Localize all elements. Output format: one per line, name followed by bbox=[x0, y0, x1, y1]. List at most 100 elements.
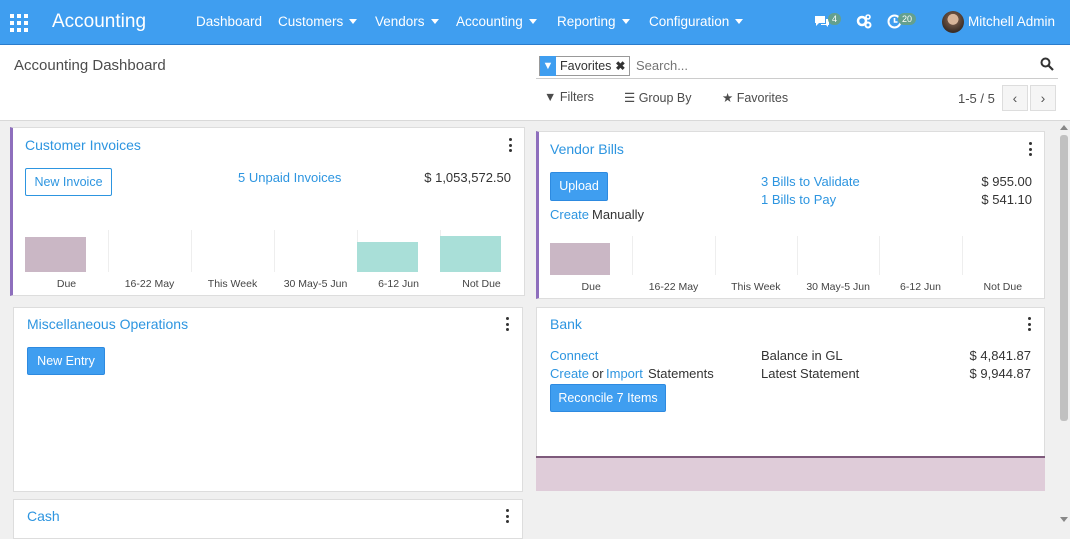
chart-gridline bbox=[632, 236, 634, 275]
gears-icon[interactable] bbox=[856, 14, 872, 30]
chevron-left-icon: ‹ bbox=[1012, 90, 1018, 106]
favorites-button[interactable]: ★ Favorites bbox=[722, 91, 789, 105]
chart-tick-label: Not Due bbox=[462, 278, 501, 290]
caret-down-icon bbox=[621, 19, 630, 24]
chart-tick-label: 6-12 Jun bbox=[900, 281, 941, 293]
chat-icon[interactable] bbox=[814, 14, 830, 28]
breadcrumb: Accounting Dashboard bbox=[14, 57, 166, 74]
list-icon: ☰ bbox=[624, 91, 639, 105]
dropdown-menu-icon[interactable] bbox=[509, 138, 513, 152]
latest-statement-amount: $ 9,944.87 bbox=[969, 366, 1031, 381]
balance-amount: $ 4,841.87 bbox=[969, 348, 1031, 363]
create-manually-link[interactable]: Create bbox=[550, 207, 590, 222]
chart-tick-label: Not Due bbox=[983, 281, 1023, 293]
scroll-up-icon[interactable] bbox=[1060, 125, 1068, 130]
filter-icon: ▼ bbox=[544, 90, 560, 104]
search-bar: ▼ Favorites ✖ bbox=[536, 55, 1058, 79]
menu-configuration[interactable]: Configuration bbox=[649, 14, 744, 29]
bank-card: Bank Connect Create or Import Statements… bbox=[536, 307, 1045, 457]
import-statement-link[interactable]: Import bbox=[606, 366, 643, 381]
chart-gridline bbox=[879, 236, 881, 275]
card-title[interactable]: Cash bbox=[27, 508, 60, 524]
pager-next-button[interactable]: › bbox=[1030, 85, 1056, 111]
pager-value: 1-5 / 5 bbox=[958, 91, 995, 106]
upload-button[interactable]: Upload bbox=[550, 172, 608, 201]
reconcile-items-button[interactable]: Reconcile 7 Items bbox=[550, 384, 666, 412]
chart-bar[interactable] bbox=[357, 241, 418, 272]
chart-tick-label: Due bbox=[56, 278, 77, 290]
search-icon[interactable] bbox=[1040, 57, 1054, 71]
chart-tick-label: This Week bbox=[731, 281, 781, 293]
chart-tick-label: This Week bbox=[207, 278, 258, 290]
chart-gridline bbox=[797, 236, 798, 275]
chart-bar[interactable] bbox=[440, 235, 501, 272]
chart-tick-label: 16-22 May bbox=[124, 278, 175, 290]
dropdown-menu-icon[interactable] bbox=[1029, 142, 1033, 156]
vendor-bills-card: Vendor Bills Upload Create Manually 3 Bi… bbox=[536, 131, 1045, 299]
bills-to-pay-link[interactable]: 1 Bills to Pay bbox=[761, 192, 837, 207]
dropdown-menu-icon[interactable] bbox=[506, 317, 510, 331]
chart-tick-label: Due bbox=[581, 281, 601, 293]
create-statement-link[interactable]: Create bbox=[550, 366, 590, 381]
new-invoice-button[interactable]: New Invoice bbox=[25, 168, 112, 196]
card-title[interactable]: Miscellaneous Operations bbox=[27, 316, 189, 332]
cash-card: Cash bbox=[13, 499, 523, 539]
misc-operations-card: Miscellaneous Operations New Entry bbox=[13, 307, 523, 492]
facet-label: Favorites bbox=[560, 59, 612, 73]
scrollbar-thumb[interactable] bbox=[1060, 135, 1068, 421]
pager-previous-button[interactable]: ‹ bbox=[1002, 85, 1028, 111]
dropdown-menu-icon[interactable] bbox=[1028, 317, 1032, 331]
bills-to-validate-link[interactable]: 3 Bills to Validate bbox=[761, 174, 860, 189]
chart-gridline bbox=[961, 236, 963, 275]
or-text: or bbox=[592, 366, 604, 381]
unpaid-amount: $ 1,053,572.50 bbox=[424, 170, 511, 185]
chat-count-badge: 4 bbox=[828, 13, 842, 25]
control-panel: Accounting Dashboard ▼ Favorites ✖ ▼ Fil… bbox=[0, 45, 1070, 121]
top-navbar: Accounting Dashboard Customers Vendors A… bbox=[0, 0, 1070, 45]
chart-gridline bbox=[191, 230, 192, 272]
manually-text: Manually bbox=[592, 207, 645, 222]
new-entry-button[interactable]: New Entry bbox=[27, 347, 105, 375]
validate-amount: $ 955.00 bbox=[981, 174, 1032, 189]
chart-bar[interactable] bbox=[550, 242, 611, 275]
remove-facet-icon[interactable]: ✖ bbox=[615, 59, 626, 73]
page-scrollbar[interactable] bbox=[1058, 121, 1070, 528]
chart-tick-label: 30 May-5 Jun bbox=[806, 281, 870, 293]
card-title[interactable]: Customer Invoices bbox=[25, 137, 141, 153]
dropdown-menu-icon[interactable] bbox=[506, 509, 510, 523]
balance-label: Balance in GL bbox=[761, 348, 843, 363]
caret-down-icon bbox=[528, 19, 537, 24]
activity-count-badge: 20 bbox=[898, 13, 917, 25]
group-by-button[interactable]: ☰ Group By bbox=[624, 91, 692, 105]
customer-invoices-card: Customer Invoices New Invoice 5 Unpaid I… bbox=[10, 127, 525, 296]
chevron-right-icon: › bbox=[1040, 90, 1046, 106]
menu-accounting[interactable]: Accounting bbox=[456, 14, 537, 29]
app-title: Accounting bbox=[52, 11, 147, 32]
menu-vendors[interactable]: Vendors bbox=[375, 14, 439, 29]
vendor-bills-chart bbox=[550, 236, 1044, 275]
filters-button[interactable]: ▼ Filters bbox=[544, 90, 594, 104]
search-input[interactable] bbox=[636, 58, 1016, 73]
scroll-down-icon[interactable] bbox=[1060, 517, 1068, 522]
user-avatar[interactable] bbox=[942, 11, 964, 33]
menu-reporting[interactable]: Reporting bbox=[557, 14, 630, 29]
user-menu[interactable]: Mitchell Admin bbox=[968, 14, 1056, 29]
unpaid-invoices-link[interactable]: 5 Unpaid Invoices bbox=[238, 170, 342, 185]
caret-down-icon bbox=[735, 19, 744, 24]
connect-link[interactable]: Connect bbox=[550, 348, 599, 363]
card-title[interactable]: Bank bbox=[550, 316, 582, 332]
chart-bar[interactable] bbox=[25, 237, 86, 272]
apps-menu-icon[interactable] bbox=[10, 14, 28, 32]
star-icon: ★ bbox=[722, 91, 737, 105]
chart-gridline bbox=[108, 230, 109, 272]
statements-text: Statements bbox=[648, 366, 714, 381]
chart-tick-label: 30 May-5 Jun bbox=[283, 278, 348, 290]
pay-amount: $ 541.10 bbox=[981, 192, 1032, 207]
menu-dashboard[interactable]: Dashboard bbox=[196, 14, 263, 29]
chart-tick-label: 6-12 Jun bbox=[378, 278, 419, 290]
chart-gridline bbox=[714, 236, 716, 275]
chart-tick-label: 16-22 May bbox=[648, 281, 699, 293]
card-title[interactable]: Vendor Bills bbox=[550, 141, 624, 157]
chart-gridline bbox=[274, 230, 275, 272]
menu-customers[interactable]: Customers bbox=[278, 14, 358, 29]
